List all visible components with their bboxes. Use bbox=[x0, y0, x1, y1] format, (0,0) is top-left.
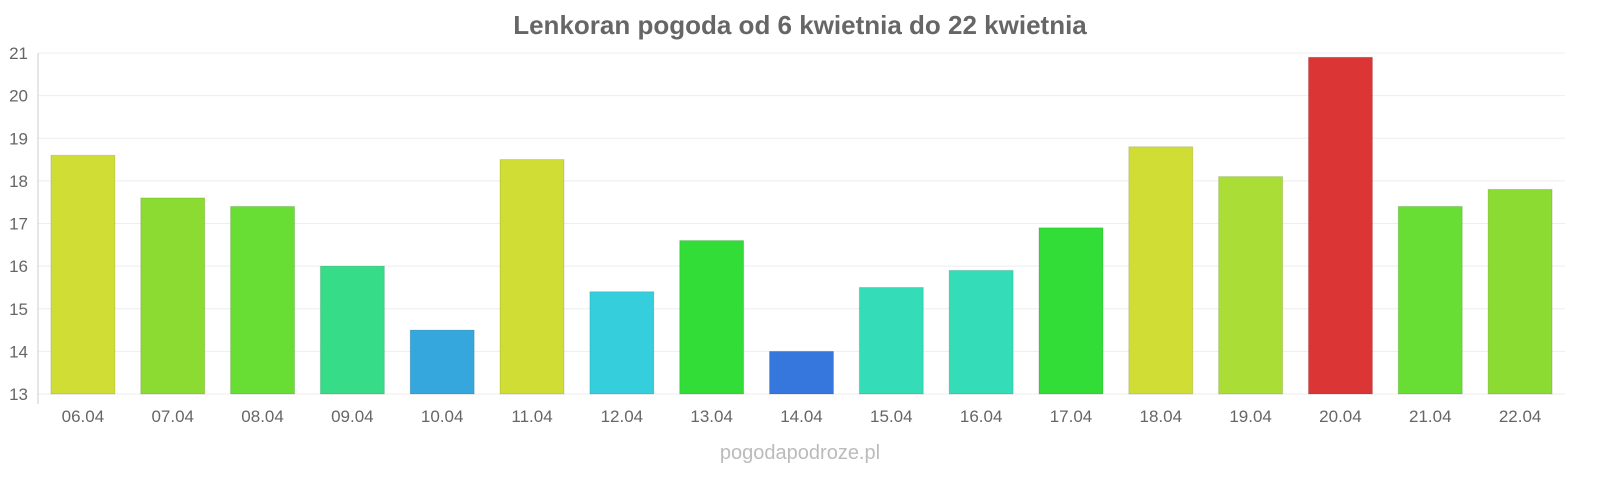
bar bbox=[679, 240, 745, 395]
y-tick-label: 18 bbox=[9, 172, 28, 191]
x-tick-label: 19.04 bbox=[1229, 407, 1272, 426]
credit-watermark: pogodapodroze.pl bbox=[719, 442, 881, 464]
x-tick-label: 14.04 bbox=[780, 407, 823, 426]
chart-title: Lenkoran pogoda od 6 kwietnia do 22 kwie… bbox=[513, 10, 1087, 40]
bar bbox=[858, 286, 924, 395]
bar bbox=[589, 291, 655, 395]
y-tick-label: 17 bbox=[9, 215, 28, 234]
x-tick-label: 10.04 bbox=[421, 407, 464, 426]
x-tick-label: 17.04 bbox=[1050, 407, 1093, 426]
x-tick-label: 18.04 bbox=[1140, 407, 1183, 426]
x-tick-label: 21.04 bbox=[1409, 407, 1452, 426]
bar bbox=[1307, 56, 1373, 395]
bar bbox=[1218, 176, 1284, 395]
y-tick-label: 19 bbox=[9, 129, 28, 148]
bar bbox=[319, 265, 385, 395]
y-tick-label: 21 bbox=[9, 44, 28, 63]
bar bbox=[1128, 146, 1194, 395]
bar bbox=[948, 269, 1014, 395]
bar bbox=[499, 159, 565, 395]
x-tick-label: 07.04 bbox=[151, 407, 194, 426]
y-tick-label: 13 bbox=[9, 385, 28, 404]
bar bbox=[230, 205, 296, 395]
x-tick-label: 06.04 bbox=[62, 407, 105, 426]
bar bbox=[50, 154, 116, 395]
x-tick-label: 22.04 bbox=[1499, 407, 1542, 426]
x-tick-label: 20.04 bbox=[1319, 407, 1362, 426]
bar bbox=[140, 197, 206, 395]
x-tick-label: 09.04 bbox=[331, 407, 374, 426]
bar bbox=[1487, 188, 1553, 395]
bar bbox=[1397, 205, 1463, 395]
x-tick-label: 11.04 bbox=[511, 407, 552, 426]
bar bbox=[409, 329, 475, 395]
bar bbox=[1038, 227, 1104, 395]
x-tick-label: 13.04 bbox=[690, 407, 733, 426]
bar bbox=[769, 350, 834, 395]
y-tick-label: 15 bbox=[9, 300, 28, 319]
x-tick-label: 08.04 bbox=[241, 407, 284, 426]
y-tick-label: 20 bbox=[9, 87, 28, 106]
y-tick-label: 16 bbox=[9, 257, 28, 276]
x-tick-label: 12.04 bbox=[601, 407, 644, 426]
x-tick-label: 16.04 bbox=[960, 407, 1003, 426]
y-tick-label: 14 bbox=[9, 342, 28, 361]
x-tick-label: 15.04 bbox=[870, 407, 913, 426]
